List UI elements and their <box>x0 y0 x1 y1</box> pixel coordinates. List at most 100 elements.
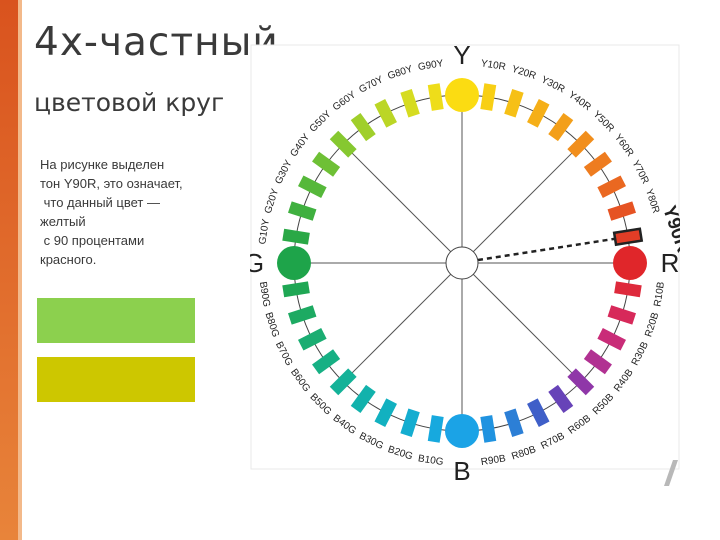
hue-segment-swatch <box>504 89 524 118</box>
hue-segment-swatch <box>527 398 550 427</box>
hue-segment-r70b <box>527 398 550 427</box>
yellow-olive-color-swatch <box>37 357 195 402</box>
hue-segment-swatch <box>583 349 612 375</box>
hue-label-b90g: B90G <box>257 281 272 308</box>
hue-segment-y40r <box>548 113 574 142</box>
hue-segment-r60b <box>548 384 574 413</box>
hue-segment-swatch <box>480 83 497 111</box>
primary-dot-y <box>445 78 479 112</box>
decorative-slash <box>664 460 678 486</box>
hue-segment-r20b <box>607 305 636 325</box>
hue-segment-swatch <box>298 175 327 198</box>
hue-segment-swatch <box>480 415 497 443</box>
hue-segment-r30b <box>597 328 626 351</box>
hue-segment-swatch <box>614 281 642 298</box>
primary-dot-r <box>613 246 647 280</box>
hue-segment-b90g <box>282 281 310 298</box>
hue-segment-swatch <box>527 99 550 128</box>
hue-segment-swatch <box>597 328 626 351</box>
hue-segment-y10r <box>480 83 497 111</box>
hue-label-g90y: G90Y <box>417 58 444 73</box>
primary-label-r: R <box>661 248 680 278</box>
hue-segment-g50y <box>329 130 357 158</box>
hue-segment-swatch <box>548 113 574 142</box>
hue-segment-swatch <box>427 415 444 443</box>
description-line: тон Y90R, это означает, <box>40 176 183 191</box>
hue-segment-b70g <box>298 328 327 351</box>
hue-segment-y80r <box>607 201 636 221</box>
orange-side-bar <box>0 0 18 540</box>
hue-segment-b80g <box>288 305 317 325</box>
description-line: что данный цвет — <box>40 195 160 210</box>
description-line: желтый <box>40 214 86 229</box>
primary-dot-g <box>277 246 311 280</box>
hue-segment-b40g <box>350 384 376 413</box>
hue-segment-swatch <box>288 201 317 221</box>
hue-segment-swatch <box>607 305 636 325</box>
hue-segment-g40y <box>312 151 341 177</box>
hue-segment-b30g <box>374 398 397 427</box>
hue-segment-b50g <box>329 368 357 396</box>
hue-segment-swatch <box>288 305 317 325</box>
hue-segment-swatch <box>504 408 524 437</box>
hue-label-r90b: R90B <box>480 453 507 468</box>
hue-segment-swatch <box>350 384 376 413</box>
hue-segment-r80b <box>504 408 524 437</box>
hue-segment-swatch <box>329 130 357 158</box>
slide-title: 4х-частный <box>34 20 279 65</box>
hue-segment-b20g <box>400 408 420 437</box>
hue-segment-swatch <box>427 83 444 111</box>
hue-segment-swatch <box>400 89 420 118</box>
primary-dot-b <box>445 414 479 448</box>
hue-segment-swatch <box>374 99 397 128</box>
hue-segment-swatch <box>298 328 327 351</box>
slide-subtitle: цветовой круг <box>34 88 225 117</box>
hue-segment-swatch <box>612 227 644 247</box>
hue-segment-r50b <box>567 368 595 396</box>
primary-label-b: B <box>453 456 470 484</box>
hue-segment-swatch <box>607 201 636 221</box>
hue-segment-r40b <box>583 349 612 375</box>
hue-segment-r90b <box>480 415 497 443</box>
hue-segment-swatch <box>583 151 612 177</box>
description-line: На рисунке выделен <box>40 157 165 172</box>
hue-segment-r10b <box>614 281 642 298</box>
hue-segment-swatch <box>350 113 376 142</box>
hue-segment-swatch <box>400 408 420 437</box>
hue-segment-swatch <box>374 398 397 427</box>
hue-segment-g90y <box>427 83 444 111</box>
hue-segment-swatch <box>329 368 357 396</box>
hue-label-r10b: R10B <box>652 281 667 308</box>
primary-label-g: G <box>250 248 264 278</box>
description-line: с 90 процентами <box>40 233 145 248</box>
hue-segment-g70y <box>374 99 397 128</box>
hue-segment-swatch <box>597 175 626 198</box>
hue-segment-swatch <box>567 368 595 396</box>
hue-segment-g20y <box>288 201 317 221</box>
hue-segment-y60r <box>583 151 612 177</box>
hue-segment-swatch <box>548 384 574 413</box>
hue-segment-g30y <box>298 175 327 198</box>
green-color-swatch <box>37 298 195 343</box>
primary-label-y: Y <box>453 44 470 70</box>
hue-segment-y30r <box>527 99 550 128</box>
hue-segment-g80y <box>400 89 420 118</box>
hue-segment-g60y <box>350 113 376 142</box>
hue-label-b10g: B10G <box>417 453 444 468</box>
hue-segment-swatch <box>282 281 310 298</box>
hue-segment-b60g <box>312 349 341 375</box>
side-bar-accent <box>18 0 22 540</box>
hue-segment-g10y <box>282 228 310 245</box>
hue-segment-y50r <box>567 130 595 158</box>
hue-segment-b10g <box>427 415 444 443</box>
hue-segment-y20r <box>504 89 524 118</box>
wheel-center <box>445 246 479 280</box>
hue-segment-y70r <box>597 175 626 198</box>
description-text: На рисунке выделен тон Y90R, это означае… <box>40 155 240 269</box>
hue-label-g10y: G10Y <box>257 218 272 245</box>
description-line: красного. <box>40 252 97 267</box>
hue-segment-swatch <box>567 130 595 158</box>
hue-segment-swatch <box>282 228 310 245</box>
hue-segment-y90r <box>612 227 644 247</box>
